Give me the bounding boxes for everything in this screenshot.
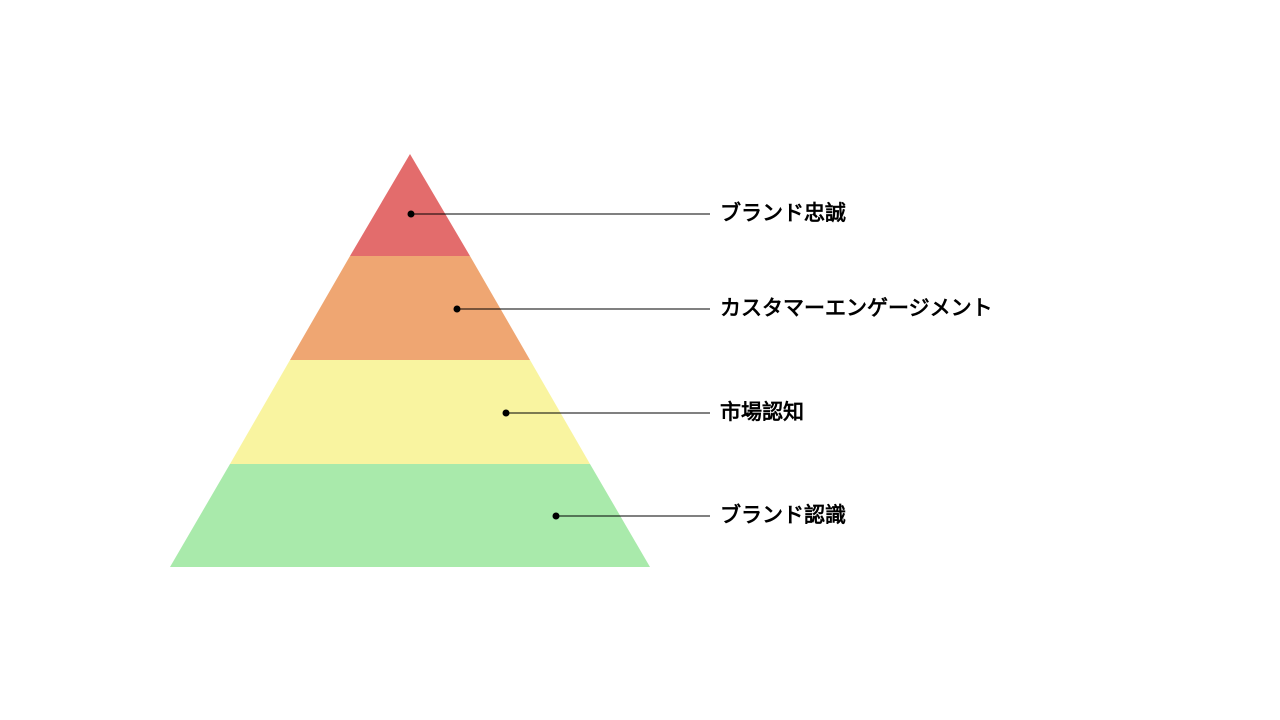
layer-third-shape xyxy=(230,360,590,464)
layer-second-anchor-dot xyxy=(453,305,461,313)
layer-second-shape xyxy=(290,256,530,360)
layer-top-anchor-dot xyxy=(407,210,415,218)
layer-top: ブランド忠誠 xyxy=(350,154,846,256)
layer-third-label: 市場認知 xyxy=(720,400,804,424)
layer-top-label: ブランド忠誠 xyxy=(720,201,846,225)
layer-third: 市場認知 xyxy=(230,360,804,464)
layer-third-anchor-dot xyxy=(502,409,510,417)
layer-bottom-label: ブランド認識 xyxy=(720,503,846,527)
layer-bottom-shape xyxy=(170,464,650,567)
layer-top-shape xyxy=(350,154,470,256)
layer-bottom: ブランド認識 xyxy=(170,464,846,567)
layer-second: カスタマーエンゲージメント xyxy=(290,256,993,360)
layer-bottom-anchor-dot xyxy=(552,512,560,520)
layer-second-label: カスタマーエンゲージメント xyxy=(720,296,993,320)
